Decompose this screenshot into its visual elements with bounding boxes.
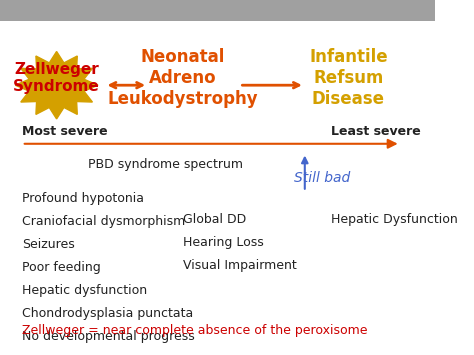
Text: Zellweger = near complete absence of the peroxisome: Zellweger = near complete absence of the… bbox=[22, 324, 367, 337]
Text: Global DD: Global DD bbox=[183, 213, 246, 226]
Text: Hearing Loss: Hearing Loss bbox=[183, 236, 264, 249]
Text: Visual Impairment: Visual Impairment bbox=[183, 259, 297, 272]
Text: Still bad: Still bad bbox=[294, 170, 350, 185]
Text: Least severe: Least severe bbox=[331, 125, 420, 138]
Text: Most severe: Most severe bbox=[22, 125, 108, 138]
Text: Hepatic dysfunction: Hepatic dysfunction bbox=[22, 284, 147, 297]
Text: Poor feeding: Poor feeding bbox=[22, 261, 100, 274]
FancyBboxPatch shape bbox=[0, 0, 436, 21]
Text: Craniofacial dysmorphism: Craniofacial dysmorphism bbox=[22, 215, 185, 228]
Text: PBD syndrome spectrum: PBD syndrome spectrum bbox=[88, 158, 243, 171]
Text: Seizures: Seizures bbox=[22, 238, 74, 251]
Text: Hepatic Dysfunction: Hepatic Dysfunction bbox=[331, 213, 458, 226]
Text: Infantile
Refsum
Disease: Infantile Refsum Disease bbox=[309, 48, 388, 108]
Text: Neonatal
Adreno
Leukodystrophy: Neonatal Adreno Leukodystrophy bbox=[108, 48, 258, 108]
Text: Zellweger
Syndrome: Zellweger Syndrome bbox=[13, 62, 100, 94]
Polygon shape bbox=[15, 51, 98, 119]
Text: Profound hypotonia: Profound hypotonia bbox=[22, 192, 144, 205]
Text: No developmental progress: No developmental progress bbox=[22, 330, 194, 343]
Text: Chondrodysplasia punctata: Chondrodysplasia punctata bbox=[22, 307, 193, 320]
